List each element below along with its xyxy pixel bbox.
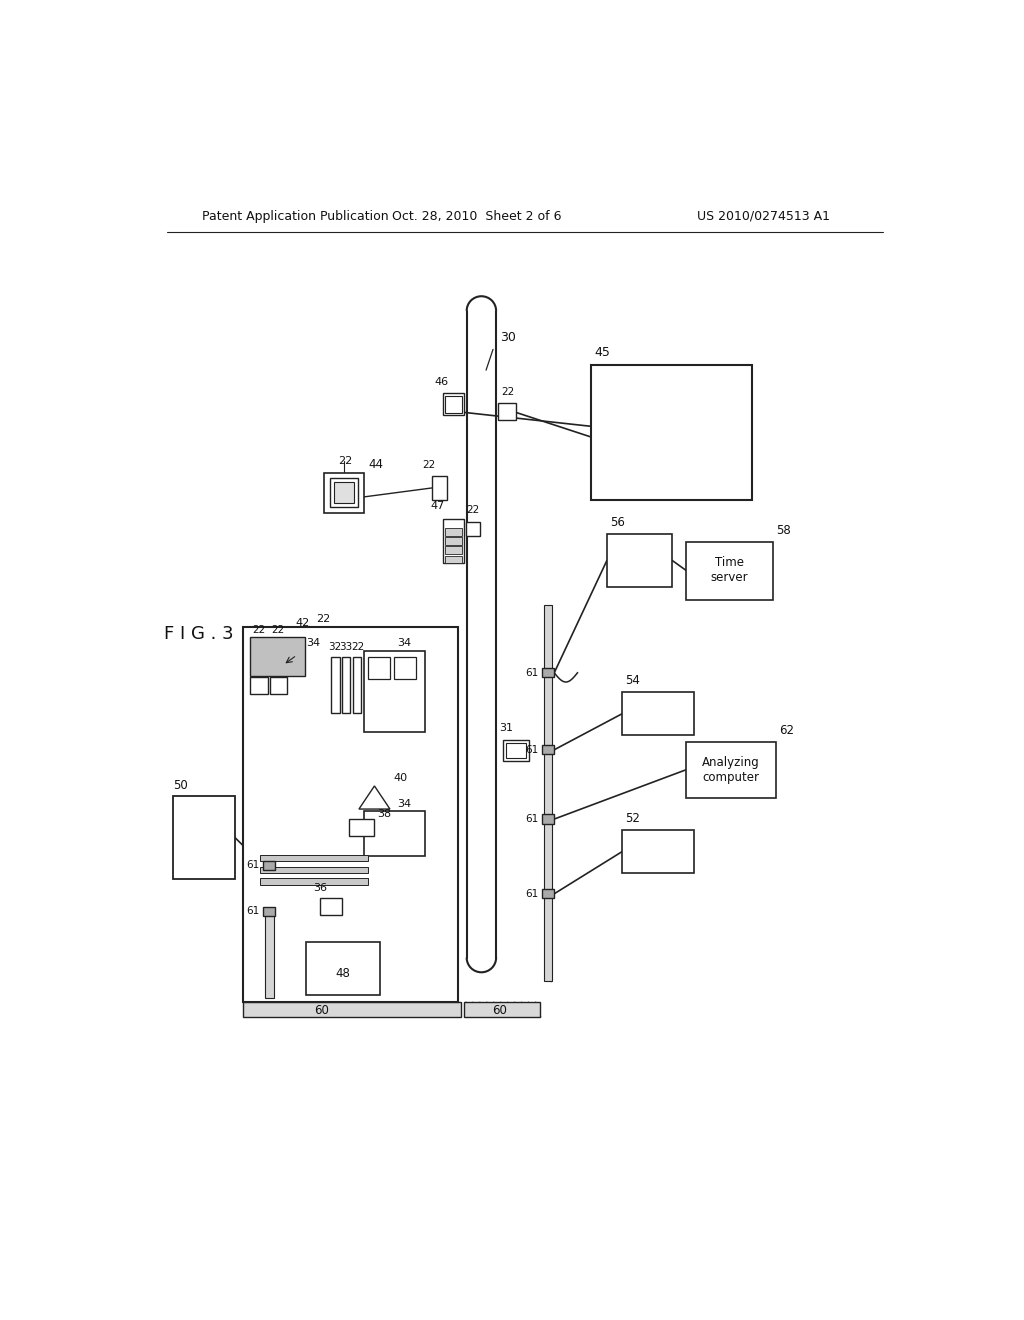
Text: 22: 22 [422,459,435,470]
FancyBboxPatch shape [331,657,340,713]
Text: 22: 22 [338,455,352,466]
Text: 61: 61 [525,814,539,824]
Text: 22: 22 [351,643,364,652]
FancyBboxPatch shape [270,677,287,694]
Text: 42: 42 [295,618,309,628]
FancyBboxPatch shape [498,404,516,420]
FancyBboxPatch shape [365,812,425,857]
FancyBboxPatch shape [542,890,554,899]
FancyBboxPatch shape [334,482,354,503]
FancyBboxPatch shape [445,546,462,554]
Text: Oct. 28, 2010  Sheet 2 of 6: Oct. 28, 2010 Sheet 2 of 6 [392,210,561,223]
FancyBboxPatch shape [506,743,525,758]
Text: Patent Application Publication: Patent Application Publication [202,210,388,223]
Text: 33: 33 [339,643,352,652]
Text: US 2010/0274513 A1: US 2010/0274513 A1 [697,210,830,223]
FancyBboxPatch shape [251,638,305,676]
Text: 61: 61 [247,907,260,916]
Text: 52: 52 [626,812,640,825]
FancyBboxPatch shape [263,861,275,870]
Text: 36: 36 [313,883,328,894]
FancyBboxPatch shape [394,657,416,678]
FancyBboxPatch shape [542,668,554,677]
FancyBboxPatch shape [265,911,273,998]
FancyBboxPatch shape [321,898,342,915]
FancyBboxPatch shape [263,907,275,916]
FancyBboxPatch shape [306,942,380,995]
Text: 54: 54 [626,675,640,686]
FancyBboxPatch shape [445,556,462,564]
Text: 40: 40 [393,774,408,783]
Text: Time
server: Time server [711,556,749,585]
FancyBboxPatch shape [503,739,528,762]
Text: 32: 32 [329,643,342,652]
FancyBboxPatch shape [260,878,369,884]
Text: 60: 60 [493,1005,508,1018]
FancyBboxPatch shape [352,657,361,713]
Text: 61: 61 [247,861,260,870]
Text: 62: 62 [779,723,794,737]
FancyBboxPatch shape [445,396,462,412]
Text: 34: 34 [397,639,411,648]
Text: 56: 56 [610,516,625,529]
FancyBboxPatch shape [251,677,267,694]
Text: 22: 22 [252,624,265,635]
Polygon shape [359,785,390,809]
FancyBboxPatch shape [365,651,425,733]
Text: 61: 61 [525,744,539,755]
FancyBboxPatch shape [686,543,773,599]
Text: 61: 61 [525,888,539,899]
FancyBboxPatch shape [442,519,464,564]
FancyBboxPatch shape [331,478,358,507]
FancyBboxPatch shape [324,473,365,512]
Text: 60: 60 [314,1005,329,1018]
FancyBboxPatch shape [342,657,350,713]
Text: 46: 46 [435,376,449,387]
FancyBboxPatch shape [542,814,554,824]
FancyBboxPatch shape [260,867,369,873]
Text: 38: 38 [378,809,391,820]
FancyBboxPatch shape [442,393,464,414]
Text: 48: 48 [335,966,350,979]
Text: 61: 61 [525,668,539,677]
FancyBboxPatch shape [544,605,552,981]
Text: F I G . 3: F I G . 3 [165,626,234,643]
FancyBboxPatch shape [260,855,369,862]
FancyBboxPatch shape [466,521,480,536]
FancyBboxPatch shape [369,657,390,678]
Text: 22: 22 [501,387,514,397]
Text: 50: 50 [173,779,187,792]
FancyBboxPatch shape [623,692,693,735]
FancyBboxPatch shape [445,528,462,536]
FancyBboxPatch shape [349,818,374,836]
FancyBboxPatch shape [464,1002,541,1016]
Text: 22: 22 [316,614,331,624]
Text: 30: 30 [500,330,516,343]
FancyBboxPatch shape [623,830,693,873]
FancyBboxPatch shape [243,1002,461,1016]
Text: 22: 22 [466,506,479,515]
FancyBboxPatch shape [173,796,234,879]
Text: 58: 58 [776,524,791,537]
FancyBboxPatch shape [542,744,554,755]
Text: 31: 31 [500,723,513,733]
FancyBboxPatch shape [243,627,458,1002]
Text: 34: 34 [306,639,321,648]
FancyBboxPatch shape [686,742,776,797]
FancyBboxPatch shape [592,364,752,499]
FancyBboxPatch shape [432,477,447,499]
Text: 45: 45 [595,346,610,359]
Text: 44: 44 [369,458,383,471]
Text: 22: 22 [271,624,285,635]
FancyBboxPatch shape [445,537,462,545]
Text: 34: 34 [397,799,411,809]
Text: Analyzing
computer: Analyzing computer [702,756,760,784]
FancyBboxPatch shape [607,535,672,586]
Text: 47: 47 [431,502,445,511]
